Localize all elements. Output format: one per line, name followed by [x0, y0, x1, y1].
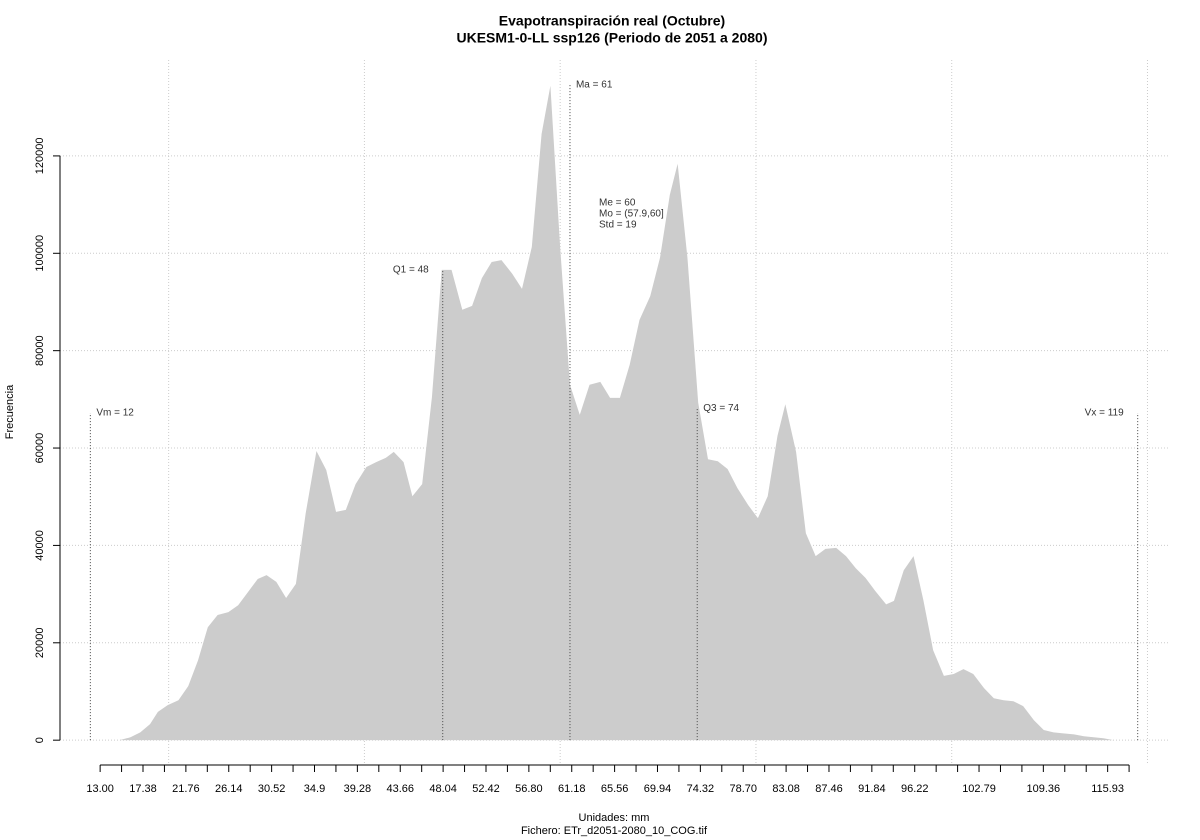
x-tick-label: 13.00 [86, 783, 114, 795]
y-axis-label: Frecuencia [4, 384, 16, 439]
stats-text: Mo = (57.9,60] [599, 209, 664, 220]
y-tick-label: 40000 [34, 530, 46, 561]
annotation-label: Q3 = 74 [703, 403, 739, 414]
chart-title: Evapotranspiración real (Octubre) [499, 13, 725, 29]
caption: Fichero: ETr_d2051-2080_10_COG.tif [521, 825, 708, 837]
x-tick-label: 30.52 [258, 783, 286, 795]
x-tick-label: 34.9 [304, 783, 325, 795]
x-tick-label: 69.94 [644, 783, 672, 795]
stats-text: Me = 60 [599, 198, 636, 209]
annotation-label: Vx = 119 [1085, 408, 1124, 419]
x-tick-label: 39.28 [344, 783, 372, 795]
x-tick-label: 102.79 [962, 783, 996, 795]
x-tick-label: 21.76 [172, 783, 200, 795]
x-tick-label: 48.04 [429, 783, 457, 795]
x-tick-label: 26.14 [215, 783, 243, 795]
x-tick-label: 91.84 [858, 783, 886, 795]
x-tick-label: 56.80 [515, 783, 543, 795]
x-tick-label: 61.18 [558, 783, 586, 795]
x-tick-label: 74.32 [687, 783, 715, 795]
x-axis-label: Unidades: mm [579, 812, 650, 824]
chart-subtitle: UKESM1-0-LL ssp126 (Periodo de 2051 a 20… [457, 30, 768, 46]
x-tick-label: 87.46 [815, 783, 843, 795]
y-tick-label: 80000 [34, 335, 46, 366]
y-tick-label: 100000 [34, 235, 46, 272]
annotation-label: Q1 = 48 [393, 264, 429, 275]
stats-text: Std = 19 [599, 220, 637, 231]
y-tick-label: 20000 [34, 627, 46, 658]
x-tick-label: 109.36 [1027, 783, 1061, 795]
x-tick-label: 83.08 [772, 783, 800, 795]
y-tick-label: 60000 [34, 433, 46, 464]
x-tick-label: 43.66 [386, 783, 414, 795]
area [100, 85, 1124, 741]
x-tick-label: 115.93 [1091, 783, 1124, 795]
y-tick-label: 0 [34, 737, 46, 743]
x-tick-label: 52.42 [472, 783, 500, 795]
annotation-label: Vm = 12 [96, 408, 134, 419]
x-tick-label: 17.38 [129, 783, 157, 795]
y-tick-label: 120000 [34, 138, 46, 175]
annotation-label: Ma = 61 [576, 79, 613, 90]
x-tick-label: 78.70 [729, 783, 757, 795]
x-tick-label: 96.22 [901, 783, 929, 795]
x-tick-label: 65.56 [601, 783, 629, 795]
